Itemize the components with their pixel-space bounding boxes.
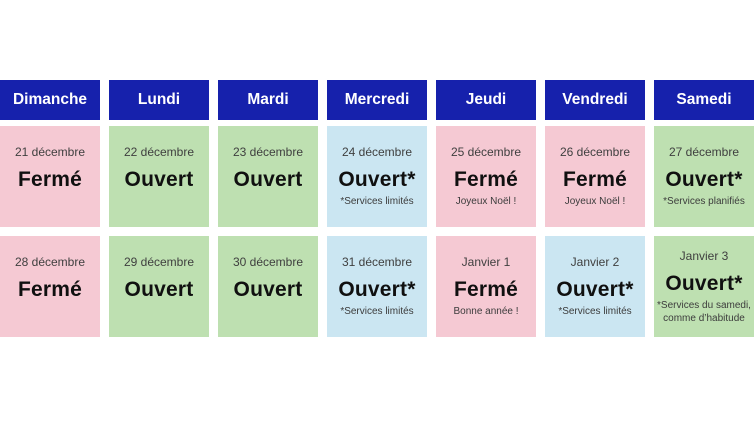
cell-date: 23 décembre: [232, 144, 304, 159]
weekday-header: Samedi: [654, 80, 754, 120]
cell-note: Bonne année !: [453, 305, 519, 317]
cell-note: *Services limités: [340, 195, 414, 207]
cell-status: Ouvert: [233, 277, 303, 301]
week-row-1: 21 décembre Fermé 22 décembre Ouvert 23 …: [0, 126, 754, 227]
cell-note: Joyeux Noël !: [455, 195, 517, 207]
week-row-2: 28 décembre Fermé 29 décembre Ouvert 30 …: [0, 236, 754, 337]
day-cell: 21 décembre Fermé: [0, 126, 100, 227]
day-cell: 23 décembre Ouvert: [218, 126, 318, 227]
cell-status: Ouvert*: [665, 167, 743, 191]
day-cell: 25 décembre Fermé Joyeux Noël !: [436, 126, 536, 227]
weekday-header: Vendredi: [545, 80, 645, 120]
cell-status: Ouvert*: [338, 167, 416, 191]
weekday-header: Mardi: [218, 80, 318, 120]
day-cell: 24 décembre Ouvert* *Services limités: [327, 126, 427, 227]
weekday-header: Lundi: [109, 80, 209, 120]
cell-status: Ouvert*: [556, 277, 634, 301]
weekday-header: Jeudi: [436, 80, 536, 120]
day-cell: 27 décembre Ouvert* *Services planifiés: [654, 126, 754, 227]
cell-status: Ouvert*: [338, 277, 416, 301]
cell-status: Fermé: [453, 277, 519, 301]
cell-note: Joyeux Noël !: [564, 195, 626, 207]
cell-date: 25 décembre: [450, 144, 522, 159]
weekday-header: Dimanche: [0, 80, 100, 120]
weekday-header: Mercredi: [327, 80, 427, 120]
cell-status: Fermé: [562, 167, 628, 191]
day-cell: 26 décembre Fermé Joyeux Noël !: [545, 126, 645, 227]
day-cell: Janvier 3 Ouvert* *Services du samedi, c…: [654, 236, 754, 337]
cell-status: Fermé: [17, 277, 83, 301]
cell-status: Ouvert: [233, 167, 303, 191]
cell-note: *Services limités: [340, 305, 414, 317]
day-cell: 30 décembre Ouvert: [218, 236, 318, 337]
cell-date: 29 décembre: [123, 254, 195, 269]
holiday-schedule-table: Dimanche Lundi Mardi Mercredi Jeudi Vend…: [0, 80, 754, 337]
cell-date: 30 décembre: [232, 254, 304, 269]
cell-date: 27 décembre: [668, 144, 740, 159]
cell-date: Janvier 1: [461, 254, 511, 269]
cell-date: 28 décembre: [14, 254, 86, 269]
day-cell: Janvier 2 Ouvert* *Services limités: [545, 236, 645, 337]
day-cell: 29 décembre Ouvert: [109, 236, 209, 337]
cell-date: Janvier 2: [570, 254, 620, 269]
cell-status: Fermé: [17, 167, 83, 191]
cell-status: Fermé: [453, 167, 519, 191]
cell-date: Janvier 3: [679, 248, 729, 263]
day-cell: 31 décembre Ouvert* *Services limités: [327, 236, 427, 337]
cell-date: 22 décembre: [123, 144, 195, 159]
cell-date: 24 décembre: [341, 144, 413, 159]
cell-date: 31 décembre: [341, 254, 413, 269]
weekday-header-row: Dimanche Lundi Mardi Mercredi Jeudi Vend…: [0, 80, 754, 120]
cell-date: 26 décembre: [559, 144, 631, 159]
day-cell: 28 décembre Fermé: [0, 236, 100, 337]
cell-note: *Services limités: [558, 305, 632, 317]
cell-note: *Services planifiés: [663, 195, 745, 207]
day-cell: Janvier 1 Fermé Bonne année !: [436, 236, 536, 337]
cell-status: Ouvert*: [665, 271, 743, 295]
cell-status: Ouvert: [124, 167, 194, 191]
day-cell: 22 décembre Ouvert: [109, 126, 209, 227]
cell-note: *Services du samedi, comme d’habitude: [657, 299, 751, 324]
cell-date: 21 décembre: [14, 144, 86, 159]
cell-status: Ouvert: [124, 277, 194, 301]
